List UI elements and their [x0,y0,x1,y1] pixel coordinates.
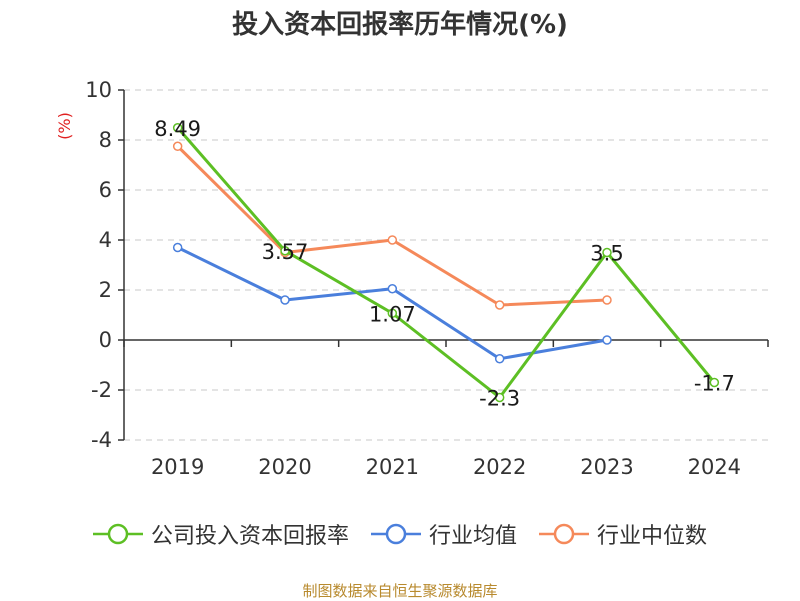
data-point [709,377,720,388]
series-line-2 [176,145,608,307]
series [172,123,720,403]
x-tick-label: 2020 [258,455,311,479]
x-tick-label: 2019 [151,455,204,479]
legend-swatch-marker [385,523,407,545]
legend-swatch-icon [92,523,143,545]
y-tick-label: -4 [91,428,112,452]
data-label: 3.5 [590,242,623,266]
data-point [172,123,183,133]
series-line-0 [176,126,716,399]
data-labels: 8.49 3.57 1.07 -2.3 3.5 -1.7 [154,117,735,411]
legend-swatch-icon [539,523,589,545]
legend-label: 行业中位数 [597,524,708,549]
data-label: -2.3 [479,387,520,411]
data-point [280,246,290,256]
y-tick-label: 4 [99,228,112,252]
data-label: 3.57 [262,240,309,264]
y-tick-label: 10 [85,78,112,102]
data-label: -1.7 [694,372,735,396]
legend-label: 行业均值 [428,524,517,549]
x-tick-label: 2022 [473,455,526,479]
legend-item[interactable]: 行业中位数 [539,518,707,550]
y-tick-label: 8 [99,128,112,152]
x-tick-label: 2021 [366,455,419,479]
gridlines [124,89,768,441]
chart-title: 投入资本回报率历年情况(%) [232,10,568,40]
data-point [494,300,505,310]
y-tick-label: 2 [99,278,112,302]
legend-label: 公司投入资本回报率 [150,524,349,549]
y-tick-label: -2 [91,378,112,402]
data-point [494,354,505,364]
legend-swatch-marker [107,523,129,545]
data-point [602,295,612,305]
data-point [280,295,290,305]
legend-swatch-icon [370,523,421,545]
data-point [602,335,612,345]
data-label: 8.49 [154,117,201,141]
data-point [387,235,398,245]
legend-swatch-marker [553,523,575,545]
legend: 公司投入资本回报率 行业均值 行业中位数 [0,518,800,550]
x-tick-label: 2024 [688,455,741,479]
legend-item[interactable]: 公司投入资本回报率 [92,518,349,550]
data-point [494,392,505,403]
data-label: 1.07 [369,302,416,326]
data-point [172,141,183,151]
y-tick-label: 0 [99,328,112,352]
source-note: 制图数据来自恒生聚源数据库 [302,582,498,600]
data-point [387,308,398,318]
data-point [172,242,183,253]
axes: -4 -2 0 2 4 6 8 10 2019 2020 2021 2022 2023 2024 [85,78,769,479]
data-point [387,284,398,294]
legend-item[interactable]: 行业均值 [370,518,517,550]
x-tick-label: 2023 [580,455,633,479]
y-axis-label: (%) [55,112,74,140]
y-tick-label: 6 [99,178,112,202]
data-point [602,247,612,258]
